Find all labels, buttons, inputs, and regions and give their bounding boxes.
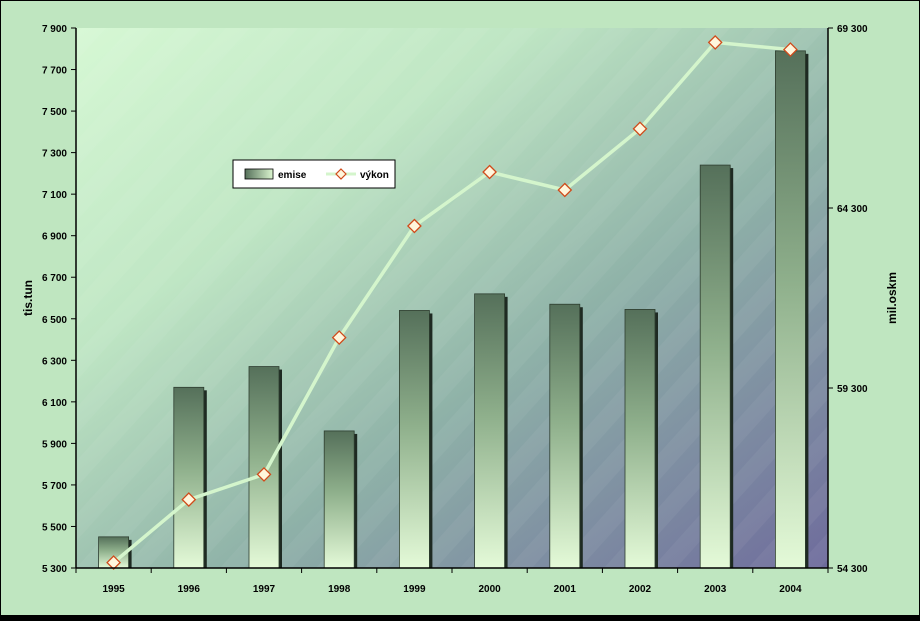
legend-vykon-marker: [335, 168, 347, 180]
y-tick-label: 6 900: [42, 232, 67, 243]
y-tick-label: 5 300: [42, 564, 67, 575]
bar-emise-1996: [173, 386, 205, 569]
plot-stripe: [172, 28, 682, 568]
line-layer: [106, 34, 798, 571]
plot-stripe: [76, 28, 250, 222]
bar-emise-2000: [474, 293, 506, 569]
y-tick-label: 6 300: [42, 356, 67, 367]
legend: emise výkon: [232, 159, 396, 189]
x-tick-label: 2000: [478, 584, 501, 595]
marker-vykon-2000: [482, 164, 498, 180]
plot-stripe: [556, 265, 828, 568]
y2-tick-label: 69 300: [837, 24, 868, 35]
y2-tick-label: 54 300: [837, 564, 868, 575]
bar-emise-1999: [398, 310, 430, 569]
x-tick-label: 1998: [328, 584, 351, 595]
marker-vykon-1998: [331, 330, 347, 346]
y-tick-label: 6 100: [42, 398, 67, 409]
y-tick-label: 7 100: [42, 190, 67, 201]
marker-vykon-2001: [557, 182, 573, 198]
y-tick-label: 6 500: [42, 315, 67, 326]
y-tick-label: 7 500: [42, 107, 67, 118]
bar-emise-2004: [775, 50, 806, 569]
y-tick-label: 5 700: [42, 481, 67, 492]
y2-tick-label: 59 300: [837, 384, 868, 395]
bar-emise-1998: [323, 430, 355, 569]
plot-stripe: [76, 28, 298, 275]
y-tick-label: 7 300: [42, 149, 67, 160]
plot-stripe: [76, 28, 394, 382]
x-tick-label: 2002: [629, 584, 652, 595]
marker-vykon-1997: [256, 466, 272, 482]
plot-stripe: [316, 28, 826, 568]
plot-stripe: [76, 28, 154, 115]
y-tick-label: 6 700: [42, 273, 67, 284]
x-tick-label: 1996: [178, 584, 201, 595]
legend-emise-swatch: [244, 168, 274, 180]
plot-stripe: [76, 28, 106, 62]
plot-stripe: [76, 28, 346, 328]
y-tick-label: 7 700: [42, 66, 67, 77]
plot-stripe: [76, 28, 442, 435]
y-tick-label: 5 900: [42, 439, 67, 450]
plot-stripe: [268, 28, 778, 568]
plot-stripe: [796, 532, 828, 568]
plot-stripe: [76, 28, 490, 488]
axes-layer: 5 300 5 500 5 700 5 900 6 100 6 300 6 500 6 700…: [42, 24, 868, 595]
x-tick-label: 2001: [554, 584, 577, 595]
y2-axis-title: mil.oskm: [885, 272, 899, 324]
legend-vykon-label: výkon: [360, 170, 389, 181]
x-tick-label: 2004: [779, 584, 802, 595]
legend-emise-label: emise: [278, 170, 307, 181]
x-tick-label: 2003: [704, 584, 727, 595]
marker-vykon-2002: [632, 121, 648, 137]
marker-vykon-1995: [106, 555, 122, 571]
plot-stripe: [508, 212, 828, 568]
y2-tick-label: 64 300: [837, 204, 868, 215]
bar-emise-2001: [549, 303, 581, 569]
y-tick-label: 7 900: [42, 24, 67, 35]
plot-stripe: [76, 28, 202, 168]
x-tick-label: 1999: [403, 584, 426, 595]
marker-vykon-1996: [181, 492, 197, 508]
marker-vykon-2003: [707, 34, 723, 50]
bar-emise-2003: [699, 164, 731, 569]
marker-vykon-1999: [406, 218, 422, 234]
marker-vykon-2004: [782, 42, 798, 58]
y-axis-title: tis.tun: [21, 280, 35, 316]
y-tick-label: 5 500: [42, 522, 67, 533]
x-tick-label: 1997: [253, 584, 276, 595]
bar-emise-2002: [624, 309, 656, 569]
line-vykon: [112, 40, 791, 564]
x-tick-label: 1995: [102, 584, 125, 595]
